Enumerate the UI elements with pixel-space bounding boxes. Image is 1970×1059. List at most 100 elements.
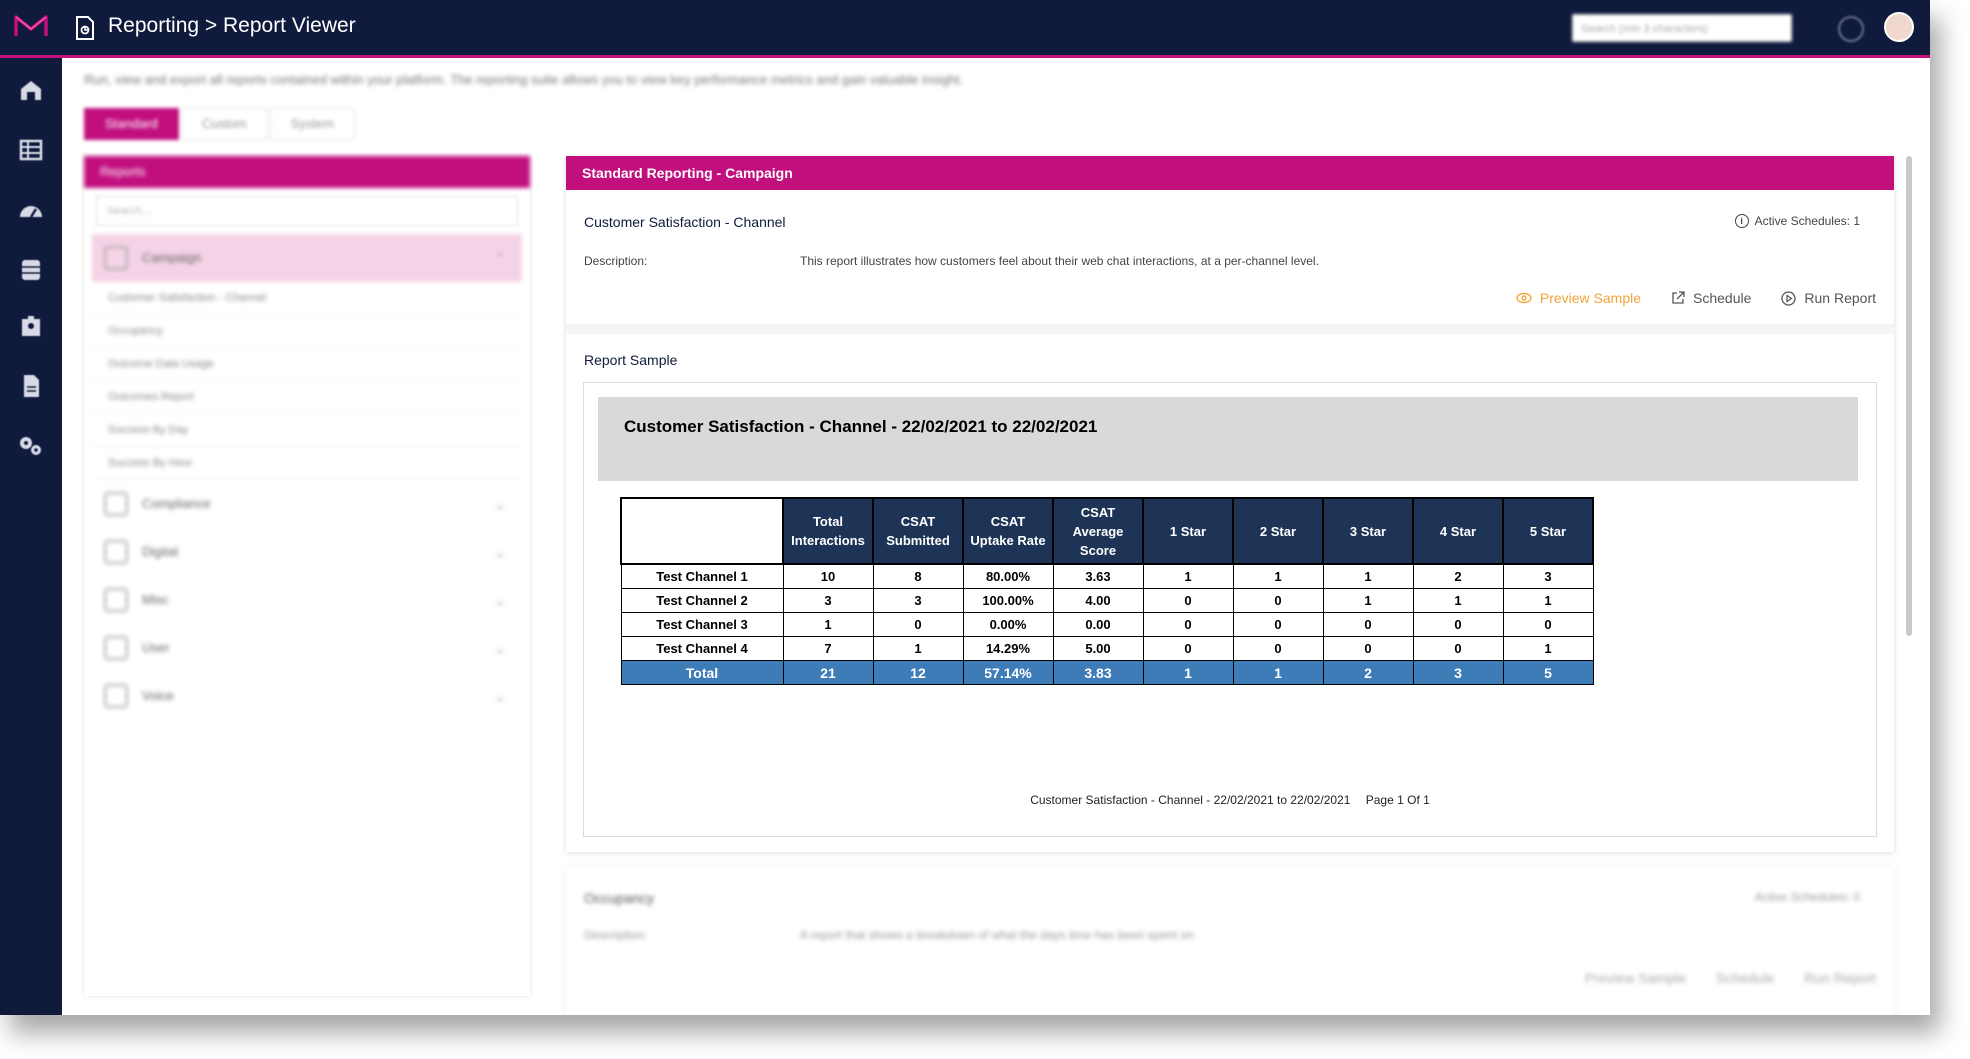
column-header: CSAT Uptake Rate xyxy=(962,497,1054,565)
run-report-label: Run Report xyxy=(1804,290,1876,306)
table-cell: 10 xyxy=(782,563,874,589)
home-icon[interactable] xyxy=(17,78,45,102)
column-header: Total Interactions xyxy=(782,497,874,565)
table-cell: 0 xyxy=(1412,636,1504,661)
active-schedules: i Active Schedules: 1 xyxy=(1734,214,1860,228)
tab-system[interactable]: System xyxy=(269,108,355,140)
table-cell: 80.00% xyxy=(962,563,1054,589)
column-header: CSAT Average Score xyxy=(1052,497,1144,565)
report-list-item[interactable]: Customer Satisfaction - Channel xyxy=(92,282,522,315)
chevron-down-icon[interactable]: ⌄ xyxy=(494,544,506,560)
total-cell: 1 xyxy=(1142,660,1234,685)
table-cell: 100.00% xyxy=(962,588,1054,613)
chevron-down-icon[interactable]: ⌄ xyxy=(494,496,506,512)
intro-text: Run, view and export all reports contain… xyxy=(84,72,964,87)
active-schedules-label: Active Schedules: 1 xyxy=(1754,214,1860,228)
table-total-row: Total 21 12 57.14% 3.83 1 1 2 3 5 xyxy=(620,660,1594,685)
row-label: Test Channel 2 xyxy=(620,588,784,613)
report-list-item[interactable]: Occupancy xyxy=(92,315,522,348)
user-icon xyxy=(104,636,128,660)
column-header: 5 Star xyxy=(1502,497,1594,565)
report-list-item[interactable]: Outcome Data Usage xyxy=(92,348,522,381)
next-report-actions: Preview Sample Schedule Run Report xyxy=(1585,970,1876,986)
report-document-icon xyxy=(76,16,94,40)
report-list-item[interactable]: Success By Day xyxy=(92,414,522,447)
category-misc[interactable]: Misc ⌄ xyxy=(92,576,522,624)
description-label: Description: xyxy=(584,254,648,268)
reports-list-header: Reports xyxy=(84,156,530,188)
sample-report-table: Total Interactions CSAT Submitted CSAT U… xyxy=(620,497,1594,685)
brand-logo-icon[interactable] xyxy=(14,14,48,38)
report-detail-panel: Standard Reporting - Campaign Customer S… xyxy=(566,156,1894,852)
category-campaign[interactable]: Campaign ⌃ xyxy=(92,234,522,282)
category-digital[interactable]: Digital ⌄ xyxy=(92,528,522,576)
category-label: Misc xyxy=(142,592,169,607)
table-cell: 5.00 xyxy=(1052,636,1144,661)
report-list-item[interactable]: Outcomes Report xyxy=(92,381,522,414)
tab-custom[interactable]: Custom xyxy=(180,108,268,140)
category-label: User xyxy=(142,640,170,655)
chevron-down-icon[interactable]: ⌄ xyxy=(494,592,506,608)
category-compliance[interactable]: Compliance ⌄ xyxy=(92,480,522,528)
list-icon[interactable] xyxy=(17,138,45,162)
schedule-button[interactable]: Schedule xyxy=(1671,290,1751,306)
nav-rail xyxy=(0,58,62,1015)
report-list-item[interactable]: Success By Hour xyxy=(92,447,522,480)
report-sample-preview: Customer Satisfaction - Channel - 22/02/… xyxy=(583,382,1877,837)
table-cell: 0 xyxy=(1232,612,1324,637)
table-cell: 0 xyxy=(1412,612,1504,637)
category-label: Compliance xyxy=(142,496,211,511)
column-header: 3 Star xyxy=(1322,497,1414,565)
preview-sample-button[interactable]: Preview Sample xyxy=(1516,290,1641,306)
table-row: Test Channel 2 3 3 100.00% 4.00 0 0 1 1 … xyxy=(620,588,1594,613)
sample-footer: Customer Satisfaction - Channel - 22/02/… xyxy=(584,793,1876,807)
info-icon: i xyxy=(1734,214,1749,228)
category-user[interactable]: User ⌄ xyxy=(92,624,522,672)
vertical-scrollbar[interactable] xyxy=(1906,156,1912,636)
table-cell: 1 xyxy=(1142,563,1234,589)
sample-footer-title: Customer Satisfaction - Channel - 22/02/… xyxy=(1030,793,1351,807)
table-cell: 0 xyxy=(1322,636,1414,661)
table-cell: 0 xyxy=(1232,636,1324,661)
run-report-button[interactable]: Run Report xyxy=(1781,290,1876,306)
contacts-icon[interactable] xyxy=(17,314,45,338)
table-cell: 0 xyxy=(1322,612,1414,637)
help-icon[interactable] xyxy=(1838,16,1864,42)
table-cell: 2 xyxy=(1412,563,1504,589)
category-voice[interactable]: Voice ⌄ xyxy=(92,672,522,720)
table-cell: 1 xyxy=(1502,636,1594,661)
settings-icon[interactable] xyxy=(17,434,45,458)
table-cell: 1 xyxy=(782,612,874,637)
category-label: Voice xyxy=(142,688,174,703)
table-header-row: Total Interactions CSAT Submitted CSAT U… xyxy=(620,497,1594,565)
report-panel-header: Standard Reporting - Campaign xyxy=(566,156,1894,190)
chevron-up-icon[interactable]: ⌃ xyxy=(494,250,506,266)
column-header: CSAT Submitted xyxy=(872,497,964,565)
next-preview-sample-button[interactable]: Preview Sample xyxy=(1584,970,1687,986)
chevron-down-icon[interactable]: ⌄ xyxy=(494,688,506,704)
compliance-icon xyxy=(104,492,128,516)
total-cell: 3.83 xyxy=(1052,660,1144,685)
table-cell: 0 xyxy=(1142,588,1234,613)
dashboard-icon[interactable] xyxy=(17,198,45,222)
table-cell: 7 xyxy=(782,636,874,661)
reports-search-input[interactable]: Search... xyxy=(96,196,518,226)
table-corner-cell xyxy=(620,497,784,565)
database-icon[interactable] xyxy=(17,258,45,282)
column-header: 1 Star xyxy=(1142,497,1234,565)
chevron-down-icon[interactable]: ⌄ xyxy=(494,640,506,656)
reports-icon[interactable] xyxy=(17,374,45,398)
user-avatar[interactable] xyxy=(1884,12,1914,42)
global-search-input[interactable]: Search (min 3 characters) xyxy=(1572,14,1792,42)
report-actions: Preview Sample Schedule Run Report xyxy=(1516,290,1876,306)
table-row: Test Channel 1 10 8 80.00% 3.63 1 1 1 2 … xyxy=(620,563,1594,589)
next-description-label: Description: xyxy=(584,928,648,942)
report-type-tabs: Standard Custom System xyxy=(84,108,357,140)
tab-standard[interactable]: Standard xyxy=(84,108,179,140)
next-active-schedules: Active Schedules: 0 xyxy=(1754,890,1860,904)
next-run-report-button[interactable]: Run Report xyxy=(1804,970,1876,986)
table-row: Test Channel 4 7 1 14.29% 5.00 0 0 0 0 1 xyxy=(620,636,1594,661)
next-schedule-button[interactable]: Schedule xyxy=(1716,970,1775,986)
table-cell: 0.00 xyxy=(1052,612,1144,637)
row-label: Test Channel 4 xyxy=(620,636,784,661)
